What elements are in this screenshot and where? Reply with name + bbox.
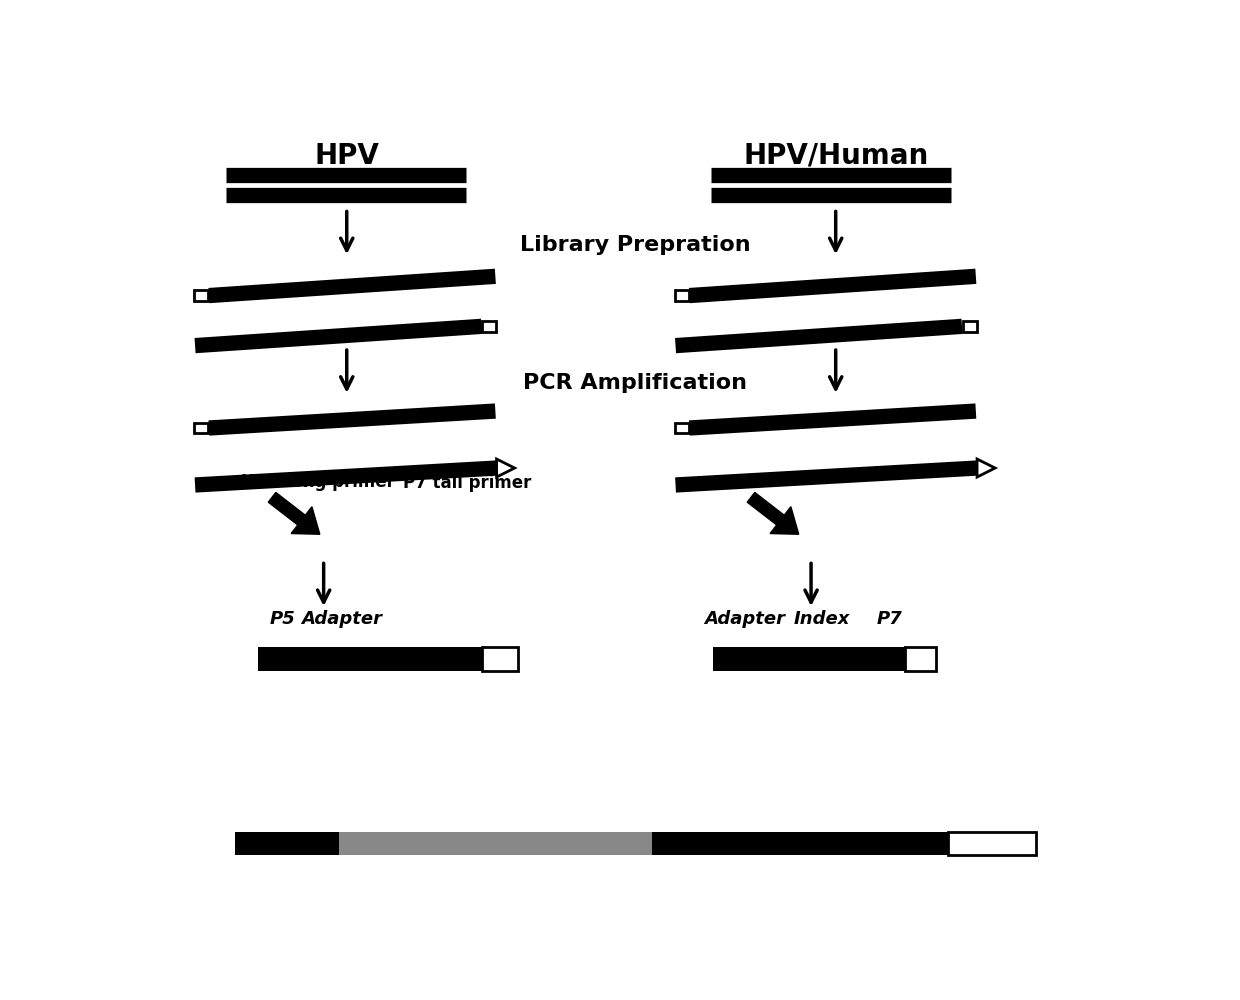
Text: HPV/Human: HPV/Human xyxy=(743,142,929,170)
Polygon shape xyxy=(291,507,320,534)
Bar xyxy=(482,647,518,671)
Text: Index: Index xyxy=(794,610,851,628)
Polygon shape xyxy=(977,459,994,477)
Polygon shape xyxy=(268,492,305,525)
Bar xyxy=(904,647,936,671)
Bar xyxy=(340,832,651,855)
Text: P7 tail primer: P7 tail primer xyxy=(403,474,531,492)
Bar xyxy=(675,290,688,301)
Bar xyxy=(258,647,482,671)
Text: Adapter: Adapter xyxy=(301,610,382,628)
Text: Adapter: Adapter xyxy=(704,610,785,628)
Text: Library Prepration: Library Prepration xyxy=(521,235,750,255)
Bar xyxy=(236,832,340,855)
Bar xyxy=(947,832,1035,855)
Text: P5: P5 xyxy=(270,610,295,628)
Text: P7: P7 xyxy=(877,610,903,628)
Text: PCR Amplification: PCR Amplification xyxy=(523,373,748,393)
Bar xyxy=(651,832,947,855)
Bar xyxy=(713,647,904,671)
Bar xyxy=(195,423,208,433)
Text: HPV: HPV xyxy=(314,142,379,170)
Bar xyxy=(482,321,496,332)
Bar xyxy=(962,321,977,332)
Bar xyxy=(195,290,208,301)
Polygon shape xyxy=(770,507,799,534)
Polygon shape xyxy=(496,459,515,477)
Text: HPV long primer: HPV long primer xyxy=(242,473,396,491)
Bar xyxy=(675,423,688,433)
Polygon shape xyxy=(748,492,784,525)
